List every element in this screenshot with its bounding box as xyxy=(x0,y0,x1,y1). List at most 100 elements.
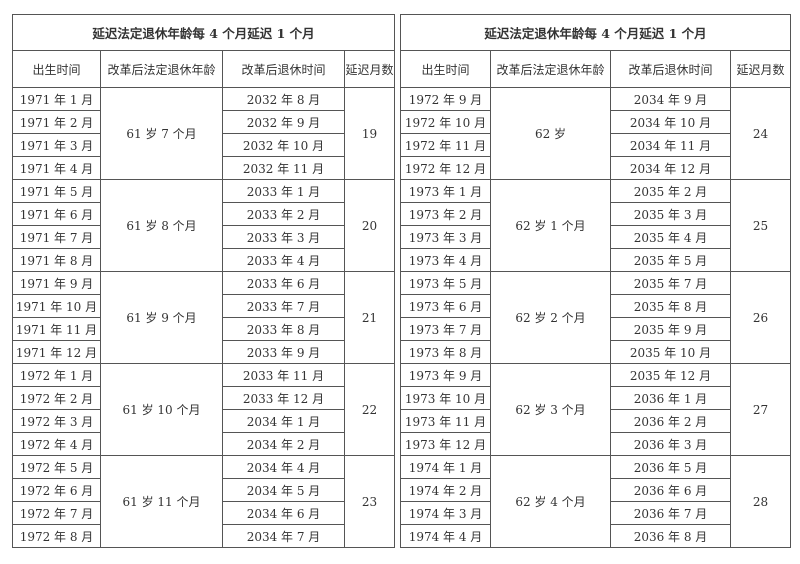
birth-date: 1973 年 11 月 xyxy=(400,409,491,433)
column-header: 延迟月数 xyxy=(344,50,395,88)
data-row: 1974 年 4 月 2036 年 8 月 xyxy=(400,524,791,548)
birth-date: 1973 年 8 月 xyxy=(400,340,491,364)
birth-date: 1972 年 1 月 xyxy=(12,363,101,387)
retirement-date: 2033 年 1 月 xyxy=(222,179,345,203)
column-header: 出生时间 xyxy=(12,50,101,88)
birth-date: 1971 年 12 月 xyxy=(12,340,101,364)
retirement-date: 2034 年 9 月 xyxy=(610,87,731,111)
retirement-date: 2034 年 12 月 xyxy=(610,156,731,180)
data-row: 1973 年 9 月 62 岁 3 个月 2035 年 12 月 27 xyxy=(400,363,791,456)
retirement-date: 2035 年 2 月 xyxy=(610,179,731,203)
delay-months: 24 xyxy=(730,87,791,180)
birth-date: 1971 年 2 月 xyxy=(12,110,101,134)
data-row: 1973 年 7 月 2035 年 9 月 xyxy=(400,317,791,341)
data-row: 1972 年 8 月 2034 年 7 月 xyxy=(12,524,395,548)
retirement-age: 62 岁 xyxy=(490,87,611,180)
data-row: 1973 年 1 月 62 岁 1 个月 2035 年 2 月 25 xyxy=(400,179,791,272)
data-row: 1974 年 2 月 2036 年 6 月 xyxy=(400,478,791,502)
birth-date: 1972 年 12 月 xyxy=(400,156,491,180)
data-row: 1971 年 5 月 61 岁 8 个月 2033 年 1 月 20 xyxy=(12,179,395,272)
retirement-date: 2035 年 3 月 xyxy=(610,202,731,226)
birth-date: 1973 年 3 月 xyxy=(400,225,491,249)
birth-date: 1972 年 3 月 xyxy=(12,409,101,433)
retirement-date: 2033 年 9 月 xyxy=(222,340,345,364)
retirement-date: 2035 年 7 月 xyxy=(610,271,731,295)
retirement-date: 2032 年 9 月 xyxy=(222,110,345,134)
retirement-table: 延迟法定退休年龄每 4 个月延迟 1 个月 出生时间 改革后法定退休年龄 改革后退休时… xyxy=(400,14,791,548)
birth-date: 1971 年 9 月 xyxy=(12,271,101,295)
data-row: 1972 年 11 月 2034 年 11 月 xyxy=(400,133,791,157)
data-row: 1974 年 1 月 62 岁 4 个月 2036 年 5 月 28 xyxy=(400,455,791,548)
birth-date: 1973 年 10 月 xyxy=(400,386,491,410)
retirement-date: 2033 年 7 月 xyxy=(222,294,345,318)
birth-date: 1972 年 9 月 xyxy=(400,87,491,111)
birth-date: 1971 年 6 月 xyxy=(12,202,101,226)
retirement-age: 62 岁 3 个月 xyxy=(490,363,611,456)
birth-date: 1973 年 6 月 xyxy=(400,294,491,318)
retirement-date: 2035 年 8 月 xyxy=(610,294,731,318)
birth-date: 1974 年 4 月 xyxy=(400,524,491,548)
column-header: 出生时间 xyxy=(400,50,491,88)
data-row: 1971 年 8 月 2033 年 4 月 xyxy=(12,248,395,272)
data-row: 1971 年 6 月 2033 年 2 月 xyxy=(12,202,395,226)
birth-date: 1973 年 5 月 xyxy=(400,271,491,295)
birth-date: 1973 年 2 月 xyxy=(400,202,491,226)
birth-date: 1972 年 6 月 xyxy=(12,478,101,502)
retirement-date: 2033 年 11 月 xyxy=(222,363,345,387)
data-row: 1973 年 5 月 62 岁 2 个月 2035 年 7 月 26 xyxy=(400,271,791,364)
birth-date: 1974 年 3 月 xyxy=(400,501,491,525)
retirement-date: 2035 年 10 月 xyxy=(610,340,731,364)
birth-date: 1974 年 2 月 xyxy=(400,478,491,502)
retirement-date: 2035 年 9 月 xyxy=(610,317,731,341)
retirement-date: 2035 年 4 月 xyxy=(610,225,731,249)
delay-months: 20 xyxy=(344,179,395,272)
birth-date: 1974 年 1 月 xyxy=(400,455,491,479)
column-header: 改革后退休时间 xyxy=(610,50,731,88)
data-row: 1971 年 10 月 2033 年 7 月 xyxy=(12,294,395,318)
table-title: 延迟法定退休年龄每 4 个月延迟 1 个月 xyxy=(400,14,791,51)
column-header: 改革后法定退休年龄 xyxy=(490,50,611,88)
data-row: 1972 年 10 月 2034 年 10 月 xyxy=(400,110,791,134)
retirement-date: 2034 年 2 月 xyxy=(222,432,345,456)
retirement-age: 61 岁 9 个月 xyxy=(100,271,223,364)
data-row: 1971 年 1 月 61 岁 7 个月 2032 年 8 月 19 xyxy=(12,87,395,180)
retirement-age: 62 岁 1 个月 xyxy=(490,179,611,272)
retirement-date: 2032 年 8 月 xyxy=(222,87,345,111)
data-row: 1972 年 4 月 2034 年 2 月 xyxy=(12,432,395,456)
birth-date: 1973 年 7 月 xyxy=(400,317,491,341)
data-row: 1973 年 11 月 2036 年 2 月 xyxy=(400,409,791,433)
data-row: 1971 年 9 月 61 岁 9 个月 2033 年 6 月 21 xyxy=(12,271,395,364)
column-header: 延迟月数 xyxy=(730,50,791,88)
header-row: 出生时间 改革后法定退休年龄 改革后退休时间 延迟月数 xyxy=(12,50,395,88)
data-row: 1971 年 4 月 2032 年 11 月 xyxy=(12,156,395,180)
delay-months: 21 xyxy=(344,271,395,364)
birth-date: 1973 年 9 月 xyxy=(400,363,491,387)
birth-date: 1972 年 10 月 xyxy=(400,110,491,134)
retirement-date: 2032 年 11 月 xyxy=(222,156,345,180)
birth-date: 1973 年 12 月 xyxy=(400,432,491,456)
delay-months: 26 xyxy=(730,271,791,364)
birth-date: 1971 年 8 月 xyxy=(12,248,101,272)
retirement-date: 2036 年 3 月 xyxy=(610,432,731,456)
birth-date: 1972 年 11 月 xyxy=(400,133,491,157)
birth-date: 1972 年 7 月 xyxy=(12,501,101,525)
data-row: 1972 年 9 月 62 岁 2034 年 9 月 24 xyxy=(400,87,791,180)
delay-months: 23 xyxy=(344,455,395,548)
birth-date: 1971 年 7 月 xyxy=(12,225,101,249)
retirement-date: 2034 年 5 月 xyxy=(222,478,345,502)
retirement-date: 2034 年 11 月 xyxy=(610,133,731,157)
birth-date: 1972 年 2 月 xyxy=(12,386,101,410)
title-row: 延迟法定退休年龄每 4 个月延迟 1 个月 xyxy=(400,14,791,51)
retirement-date: 2036 年 2 月 xyxy=(610,409,731,433)
data-row: 1971 年 11 月 2033 年 8 月 xyxy=(12,317,395,341)
retirement-age: 62 岁 2 个月 xyxy=(490,271,611,364)
retirement-table: 延迟法定退休年龄每 4 个月延迟 1 个月 出生时间 改革后法定退休年龄 改革后退休时… xyxy=(12,14,395,548)
header-row: 出生时间 改革后法定退休年龄 改革后退休时间 延迟月数 xyxy=(400,50,791,88)
data-row: 1971 年 3 月 2032 年 10 月 xyxy=(12,133,395,157)
data-row: 1973 年 8 月 2035 年 10 月 xyxy=(400,340,791,364)
retirement-date: 2036 年 8 月 xyxy=(610,524,731,548)
delay-months: 22 xyxy=(344,363,395,456)
retirement-date: 2036 年 6 月 xyxy=(610,478,731,502)
retirement-date: 2033 年 8 月 xyxy=(222,317,345,341)
delay-months: 27 xyxy=(730,363,791,456)
